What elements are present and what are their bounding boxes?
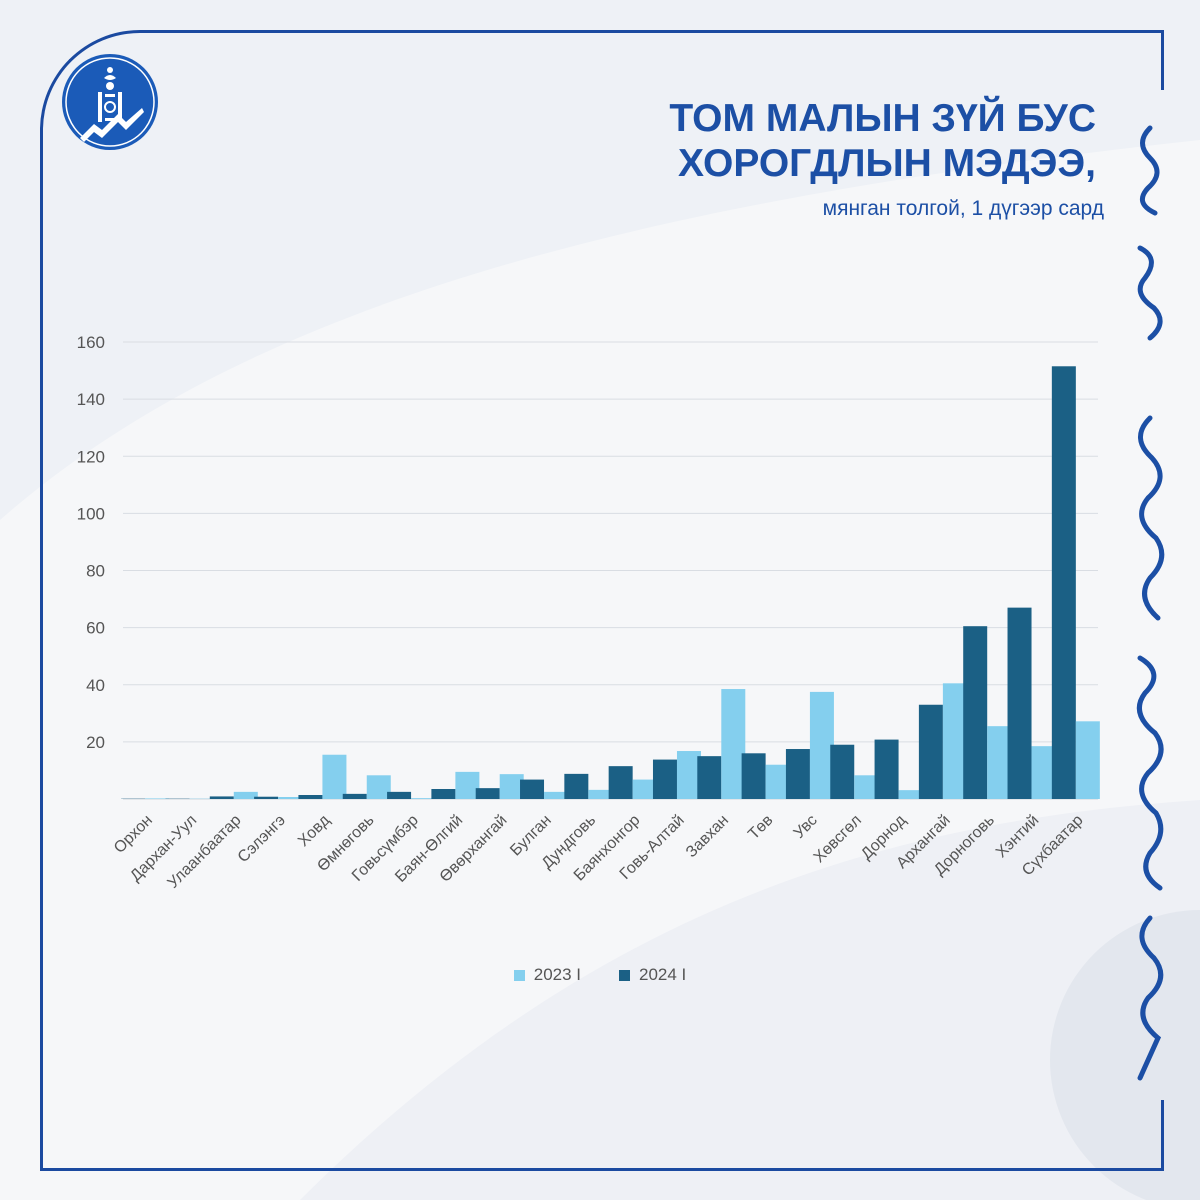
bar-2024 [652, 759, 677, 799]
bar-2023 [366, 775, 391, 799]
y-tick-label: 160 [77, 333, 105, 352]
bar-2024 [387, 791, 412, 799]
bar-2024 [209, 796, 234, 799]
y-tick-label: 40 [86, 676, 105, 695]
bar-2024 [741, 753, 766, 799]
bar-2024 [608, 766, 633, 799]
mongolian-script-decoration [1136, 125, 1165, 1081]
bar-2024 [874, 739, 899, 799]
bar-2023 [676, 751, 701, 799]
x-tick-label: Завхан [683, 812, 732, 861]
bar-2024 [1051, 366, 1076, 799]
bar-2024 [520, 779, 545, 799]
nso-logo [62, 54, 158, 150]
bar-2024 [254, 796, 279, 799]
frame-left-border [40, 148, 43, 1170]
bar-2023 [765, 764, 790, 799]
bar-2023 [721, 689, 746, 799]
legend-swatch-2024 [619, 969, 630, 981]
bar-2023 [233, 791, 258, 799]
bar-2024 [431, 789, 456, 799]
chart-legend: 2023 I 2024 I [0, 965, 1200, 985]
x-tick-label: Сэлэнгэ [235, 812, 289, 866]
y-tick-labels: 20 40 60 80 100 120 140 160 [77, 333, 105, 752]
bar-2023 [278, 797, 303, 799]
chart-subtitle: мянган толгой, 1 дүгээр сард [822, 197, 1104, 220]
bar-2024 [298, 795, 323, 799]
y-tick-label: 80 [86, 562, 105, 581]
bar-2024 [342, 793, 367, 799]
bar-2023 [854, 775, 879, 799]
legend-item-2023: 2023 I [513, 965, 581, 985]
x-tick-label: Төв [745, 812, 776, 843]
title-line-1: ТОМ МАЛЫН ЗҮЙ БУС [669, 97, 1096, 140]
y-tick-label: 120 [77, 447, 105, 466]
bar-2023 [809, 691, 834, 799]
bar-2024 [785, 749, 810, 799]
bars-layer [121, 366, 1100, 799]
frame-bottom-border [40, 1168, 1164, 1171]
bar-2023 [987, 726, 1012, 799]
x-tick-label: Ховд [295, 811, 334, 850]
bar-2023 [455, 771, 480, 799]
x-tick-label: Хөвсгөл [811, 812, 865, 866]
bar-2023 [1031, 746, 1056, 799]
frame-right-border-bottom [1161, 1100, 1164, 1171]
bar-2023 [145, 798, 170, 799]
x-tick-label: Увс [791, 812, 821, 842]
bar-2024 [697, 756, 722, 799]
legend-label-2024: 2024 I [639, 965, 687, 984]
bar-2023 [499, 774, 524, 799]
bar-2023 [544, 791, 569, 799]
frame-top-border [158, 30, 1164, 33]
bar-2023 [411, 798, 436, 799]
legend-label-2023: 2023 I [533, 965, 581, 984]
legend-item-2024: 2024 I [619, 965, 686, 985]
bar-2023 [588, 789, 613, 799]
bar-2023 [322, 754, 347, 799]
bar-2024 [1007, 607, 1032, 799]
y-tick-label: 20 [86, 733, 105, 752]
bar-2023 [632, 779, 657, 799]
bar-2023 [942, 683, 967, 799]
bar-2024 [564, 773, 589, 799]
bar-2024 [918, 704, 943, 799]
y-tick-label: 100 [77, 504, 105, 523]
bar-2024 [830, 744, 855, 799]
bar-2024 [963, 626, 988, 799]
y-tick-label: 60 [86, 619, 105, 638]
bar-2023 [1075, 721, 1100, 799]
bar-2024 [475, 788, 500, 799]
legend-swatch-2023 [513, 969, 525, 981]
title-line-2: ХОРОГДЛЫН МЭДЭЭ, [677, 142, 1096, 185]
chart-title: ТОМ МАЛЫН ЗҮЙ БУС ХОРОГДЛЫН МЭДЭЭ, [396, 96, 1096, 186]
bar-2023 [898, 790, 923, 799]
frame-right-border-top [1161, 30, 1164, 90]
y-tick-label: 140 [77, 390, 105, 409]
